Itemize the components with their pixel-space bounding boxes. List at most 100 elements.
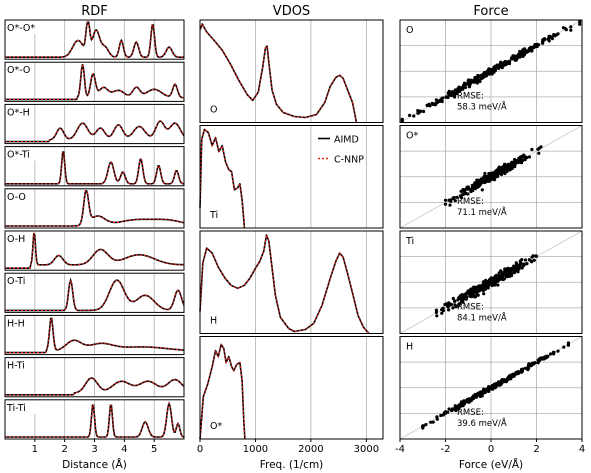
force-point <box>490 173 494 177</box>
vdos-xtick-label: 0 <box>197 444 203 455</box>
vdos-aimd-line <box>199 343 246 440</box>
force-rmse-value: 39.6 meV/Å <box>457 417 507 429</box>
force-point <box>533 44 537 48</box>
force-point <box>440 99 444 104</box>
force-point <box>441 96 445 100</box>
force-point <box>491 69 495 73</box>
force-point <box>449 93 453 98</box>
force-point <box>462 83 466 87</box>
force-point <box>448 203 452 207</box>
force-frame <box>399 19 583 123</box>
force-point <box>467 85 471 89</box>
force-point <box>499 60 503 64</box>
force-frame <box>399 230 583 334</box>
force-point <box>490 281 494 285</box>
rdf-cnnp-line <box>5 151 185 185</box>
force-point <box>500 66 504 70</box>
force-point <box>566 343 571 347</box>
force-point <box>499 170 503 175</box>
force-point <box>524 155 528 159</box>
force-point <box>506 266 510 270</box>
rdf-chart: RDF O*-O* O*-O O*-H O*-Ti O-O O-H O-Ti H-H H-Ti Ti… <box>4 4 185 471</box>
legend-cnnp-label: C-NNP <box>334 155 364 166</box>
force-point <box>435 314 439 318</box>
force-point <box>475 292 479 296</box>
force-point <box>569 25 573 29</box>
force-point <box>527 363 531 367</box>
force-point <box>416 109 420 113</box>
rdf-cnnp-line <box>5 120 185 143</box>
force-point <box>536 358 540 362</box>
force-panel-h: H RMSE:39.6 meV/Å <box>399 336 583 440</box>
force-point <box>486 286 490 290</box>
force-point <box>502 273 506 277</box>
force-point <box>466 82 470 86</box>
rdf-panel-label: Ti-Ti <box>6 403 26 414</box>
vdos-aimd-line <box>199 234 370 335</box>
vdos-cnnp-line <box>199 232 370 334</box>
rdf-frame <box>4 314 185 356</box>
force-point <box>509 373 514 377</box>
force-point <box>447 198 451 202</box>
force-point <box>523 258 528 262</box>
force-point <box>479 73 483 77</box>
vdos-xlabel: Freq. (1/cm) <box>260 459 324 471</box>
rdf-xtick-label: 2 <box>61 444 67 455</box>
rdf-title: RDF <box>81 4 108 19</box>
force-point <box>454 88 458 92</box>
force-point <box>486 179 490 183</box>
rdf-label-bg <box>6 400 39 414</box>
force-point <box>460 299 464 303</box>
force-point <box>495 383 499 387</box>
rdf-cnnp-line <box>5 401 185 438</box>
force-point <box>444 95 448 99</box>
force-point <box>578 20 582 24</box>
rdf-panel-o*-h: O*-H <box>4 103 185 145</box>
force-panel-label: Ti <box>405 236 414 247</box>
rdf-xtick-label: 4 <box>121 444 127 455</box>
force-point <box>513 58 517 62</box>
force-point <box>503 268 507 272</box>
force-point <box>434 308 438 312</box>
rdf-label-bg <box>6 147 39 161</box>
force-point <box>534 254 538 258</box>
force-point <box>481 178 485 182</box>
force-frame <box>399 125 583 229</box>
force-point <box>452 95 457 99</box>
rdf-frame <box>4 103 185 145</box>
force-point <box>530 260 534 264</box>
force-xtick-label: -4 <box>395 444 405 455</box>
force-point <box>536 147 540 151</box>
force-point <box>455 92 459 96</box>
force-point <box>447 301 451 305</box>
force-point <box>446 410 450 414</box>
rdf-cnnp-line <box>5 190 185 227</box>
force-panel-ostar: O* RMSE:71.1 meV/Å <box>399 125 583 229</box>
rdf-panel-label: O-Ti <box>7 276 25 287</box>
force-point <box>520 370 524 374</box>
force-point <box>473 77 477 82</box>
force-rmse-value: 71.1 meV/Å <box>457 206 507 218</box>
vdos-xtick-label: 3000 <box>354 444 379 455</box>
force-point <box>533 361 537 365</box>
force-point <box>412 114 416 118</box>
force-point <box>431 420 435 424</box>
rdf-panel-label: O*-Ti <box>7 150 30 161</box>
vdos-frame <box>199 230 384 334</box>
force-point <box>440 308 444 312</box>
force-point <box>476 75 480 79</box>
force-point <box>513 157 517 162</box>
force-point <box>469 189 473 194</box>
force-point <box>525 262 529 266</box>
force-point <box>523 47 527 51</box>
force-point <box>483 171 487 176</box>
force-point <box>561 26 566 30</box>
rdf-label-bg <box>6 63 33 77</box>
force-point <box>447 308 451 312</box>
vdos-aimd-line <box>199 128 246 229</box>
rdf-frame <box>4 188 185 229</box>
force-point <box>429 420 433 424</box>
force-xlabel: Force (eV/Å) <box>459 458 523 471</box>
